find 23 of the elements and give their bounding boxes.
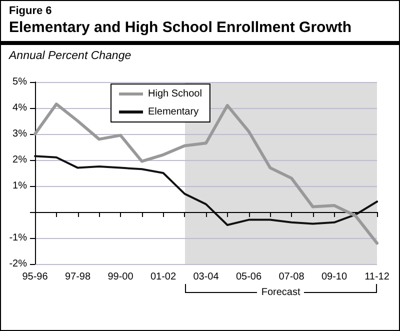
y-tick-label: -2% bbox=[9, 258, 28, 270]
x-tick-label: 05-06 bbox=[236, 272, 262, 282]
text: Forecast bbox=[257, 287, 304, 298]
x-tick-label: 95-96 bbox=[22, 272, 48, 282]
x-tick-label: 09-10 bbox=[321, 272, 348, 282]
y-tick-label: 4% bbox=[12, 102, 28, 114]
chart-title: Elementary and High School Enrollment Growth bbox=[1, 17, 399, 45]
caption: Figure 6 bbox=[8, 4, 53, 17]
x-tick-label: 99-00 bbox=[108, 272, 134, 282]
y-tick-label: 2% bbox=[12, 154, 28, 166]
y-tick-label: 1% bbox=[12, 180, 28, 192]
x-tick-label: 11-12 bbox=[364, 272, 390, 282]
x-tick-label: 03-04 bbox=[193, 272, 220, 282]
x-tick-label: 97-98 bbox=[64, 272, 91, 282]
y-tick-label: -1% bbox=[9, 232, 28, 244]
legend-label: Elementary bbox=[148, 106, 199, 118]
line-series bbox=[34, 102, 378, 245]
y-axis-title: Annual Percent Change bbox=[8, 49, 132, 62]
x-tick-label: 01-02 bbox=[150, 272, 176, 282]
y-tick-label: 3% bbox=[12, 128, 28, 140]
legend-label: High School bbox=[148, 88, 202, 100]
y-tick-label: 5% bbox=[12, 76, 28, 88]
x-tick-label: 07-08 bbox=[278, 272, 305, 282]
